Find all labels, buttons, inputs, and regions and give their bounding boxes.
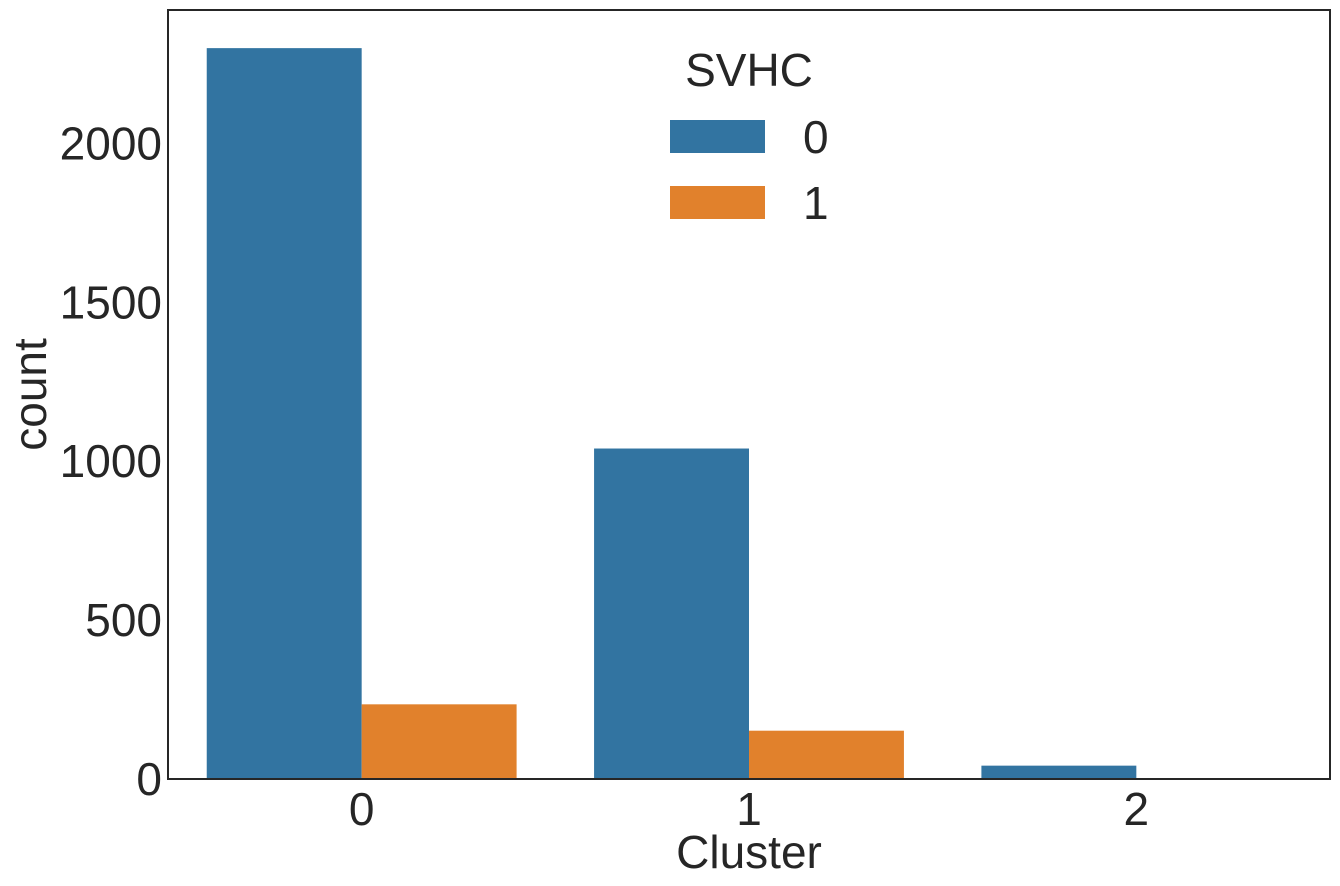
- y-axis-ticks: 0 500 1000 1500 2000: [60, 117, 162, 805]
- y-tick-label: 1000: [60, 435, 162, 487]
- bar-cluster-0-svhc-1: [361, 704, 517, 779]
- legend-title: SVHC: [685, 44, 813, 96]
- bar-cluster-1-svhc-1: [749, 730, 904, 779]
- y-tick-label: 2000: [60, 117, 162, 169]
- bar-cluster-1-svhc-0: [594, 448, 749, 779]
- x-tick-label: 1: [736, 783, 762, 835]
- x-tick-label: 2: [1124, 783, 1150, 835]
- legend-swatch-1: [670, 186, 765, 219]
- bar-cluster-0-svhc-0: [206, 48, 362, 780]
- bars: [206, 48, 1137, 780]
- y-axis-label: count: [4, 338, 56, 451]
- legend: SVHC 0 1: [670, 44, 829, 229]
- legend-label-1: 1: [803, 177, 829, 229]
- bar-cluster-2-svhc-0: [981, 765, 1137, 779]
- x-tick-label: 0: [349, 783, 375, 835]
- legend-label-0: 0: [803, 111, 829, 163]
- legend-swatch-0: [670, 120, 765, 153]
- plot-frame: [167, 9, 1331, 780]
- x-axis-label: Cluster: [676, 826, 822, 878]
- y-tick-label: 0: [136, 753, 162, 805]
- x-axis-ticks: 0 1 2: [349, 783, 1149, 835]
- y-tick-label: 500: [85, 594, 162, 646]
- y-tick-label: 1500: [60, 276, 162, 328]
